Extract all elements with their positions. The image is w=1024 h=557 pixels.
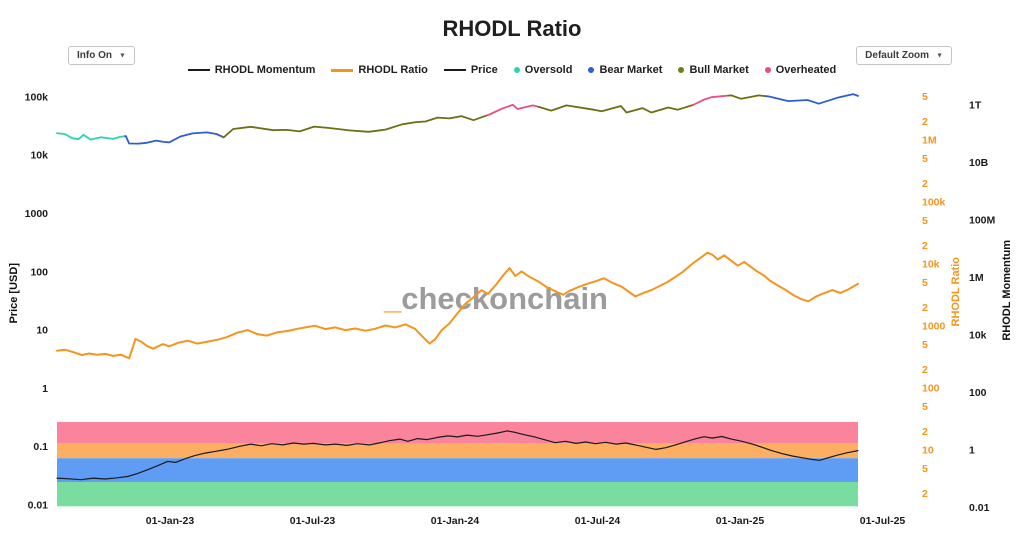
rhodl-ratio-line — [56, 251, 859, 360]
bear-market-dot-swatch-icon — [588, 67, 595, 73]
bull-market-dot-swatch-icon — [678, 67, 685, 73]
x-axis-tick-label: 01-Jan-24 — [431, 515, 480, 527]
ratio-axis-tick-label: 5 — [922, 463, 928, 475]
momentum-band-bear — [57, 458, 858, 482]
price-line-overheated — [486, 103, 540, 117]
momentum-axis-tick-label: 100M — [969, 215, 996, 227]
rhodl-ratio-line-swatch-icon — [331, 68, 354, 72]
legend-item-oversold[interactable]: Oversold — [513, 64, 573, 76]
momentum-axis-tick-label: 10B — [969, 157, 989, 169]
chevron-down-icon: ▼ — [936, 52, 943, 60]
price-axis-tick-label: 10k — [30, 150, 48, 162]
price-line-swatch-icon — [443, 69, 466, 71]
ratio-axis-tick-label: 2 — [922, 364, 928, 376]
ratio-axis-tick-label: 10k — [922, 259, 940, 271]
ratio-axis-tick-label: 5 — [922, 401, 928, 413]
ratio-axis-tick-label: 5 — [922, 277, 928, 289]
price-axis-tick-label: 0.01 — [28, 500, 49, 512]
info-toggle-label: Info On — [77, 50, 112, 61]
price-axis-tick-label: 100 — [30, 266, 48, 278]
legend-item-price[interactable]: Price — [443, 64, 498, 76]
momentum-band-bull — [57, 443, 858, 459]
price-axis-tick-label: 1000 — [25, 208, 49, 220]
rhodl-momentum-line-swatch-icon — [187, 69, 210, 71]
momentum-band-overheated — [57, 422, 858, 443]
info-toggle-dropdown[interactable]: Info On ▼ — [68, 46, 135, 65]
x-axis-tick-label: 01-Jul-25 — [860, 515, 906, 527]
zoom-dropdown[interactable]: Default Zoom ▼ — [856, 46, 952, 65]
ratio-axis-tick-label: 2 — [922, 426, 928, 438]
price-line-bull — [221, 114, 489, 139]
legend-item-label: Oversold — [524, 64, 573, 76]
x-axis-tick-label: 01-Jan-25 — [716, 515, 765, 527]
zoom-dropdown-label: Default Zoom — [865, 50, 930, 61]
ratio-axis-tick-label: 100 — [922, 383, 940, 395]
ratio-axis-tick-label: 2 — [922, 178, 928, 190]
ratio-axis-tick-label: 5 — [922, 215, 928, 227]
ratio-axis-tick-label: 100k — [922, 197, 946, 209]
ratio-axis-tick-label: 2 — [922, 302, 928, 314]
legend-item-label: Overheated — [775, 64, 837, 76]
x-axis-tick-label: 01-Jul-23 — [290, 515, 336, 527]
momentum-axis-tick-label: 100 — [969, 387, 987, 399]
price-line-bear — [765, 93, 859, 105]
legend-item-label: Price — [470, 64, 498, 76]
x-axis-tick-label: 01-Jan-23 — [146, 515, 195, 527]
price-axis-tick-label: 0.1 — [33, 441, 48, 453]
legend-item-bull-market[interactable]: Bull Market — [678, 64, 749, 76]
ratio-axis-tick-label: 2 — [922, 240, 928, 252]
legend-item-label: Bear Market — [599, 64, 663, 76]
ratio-axis-tick-label: 1000 — [922, 321, 946, 333]
x-axis-tick-label: 01-Jul-24 — [575, 515, 621, 527]
ratio-axis-tick-label: 10 — [922, 445, 934, 457]
momentum-band-oversold — [57, 482, 858, 507]
ratio-axis-tick-label: 2 — [922, 488, 928, 500]
momentum-axis-tick-label: 1 — [969, 445, 975, 457]
ratio-axis-tick-label: 2 — [922, 116, 928, 128]
momentum-axis-tick-label: 1T — [969, 100, 982, 112]
price-axis-tick-label: 100k — [25, 91, 49, 103]
price-line-bear — [124, 131, 223, 145]
ratio-axis-tick-label: 5 — [922, 153, 928, 165]
legend-item-rhodl-momentum[interactable]: RHODL Momentum — [187, 64, 316, 76]
price-axis-tick-label: 1 — [42, 383, 48, 395]
legend-item-rhodl-ratio[interactable]: RHODL Ratio — [331, 64, 428, 76]
legend-item-overheated[interactable]: Overheated — [764, 64, 837, 76]
legend-item-bear-market[interactable]: Bear Market — [588, 64, 662, 76]
price-line-overheated — [692, 94, 730, 106]
momentum-axis-tick-label: 0.01 — [969, 502, 990, 514]
legend-item-label: RHODL Ratio — [358, 64, 428, 76]
momentum-axis-tick-label: 10k — [969, 330, 987, 342]
overheated-dot-swatch-icon — [764, 67, 771, 73]
oversold-dot-swatch-icon — [513, 67, 520, 73]
legend: RHODL Momentum RHODL Ratio Price Oversold Be… — [0, 64, 1024, 76]
ratio-axis-tick-label: 5 — [922, 91, 928, 103]
page-title: RHODL Ratio — [442, 16, 582, 41]
chevron-down-icon: ▼ — [119, 52, 126, 60]
ratio-axis-tick-label: 1M — [922, 135, 937, 147]
rhodl-momentum-line — [56, 430, 859, 481]
price-line-bull — [727, 94, 767, 100]
ratio-axis-tick-label: 5 — [922, 339, 928, 351]
momentum-axis-tick-label: 1M — [969, 272, 984, 284]
legend-item-label: RHODL Momentum — [214, 64, 316, 76]
legend-item-label: Bull Market — [689, 64, 749, 76]
price-line-bull — [537, 104, 694, 114]
price-axis-tick-label: 10 — [36, 325, 48, 337]
price-line-oversold — [56, 132, 126, 141]
